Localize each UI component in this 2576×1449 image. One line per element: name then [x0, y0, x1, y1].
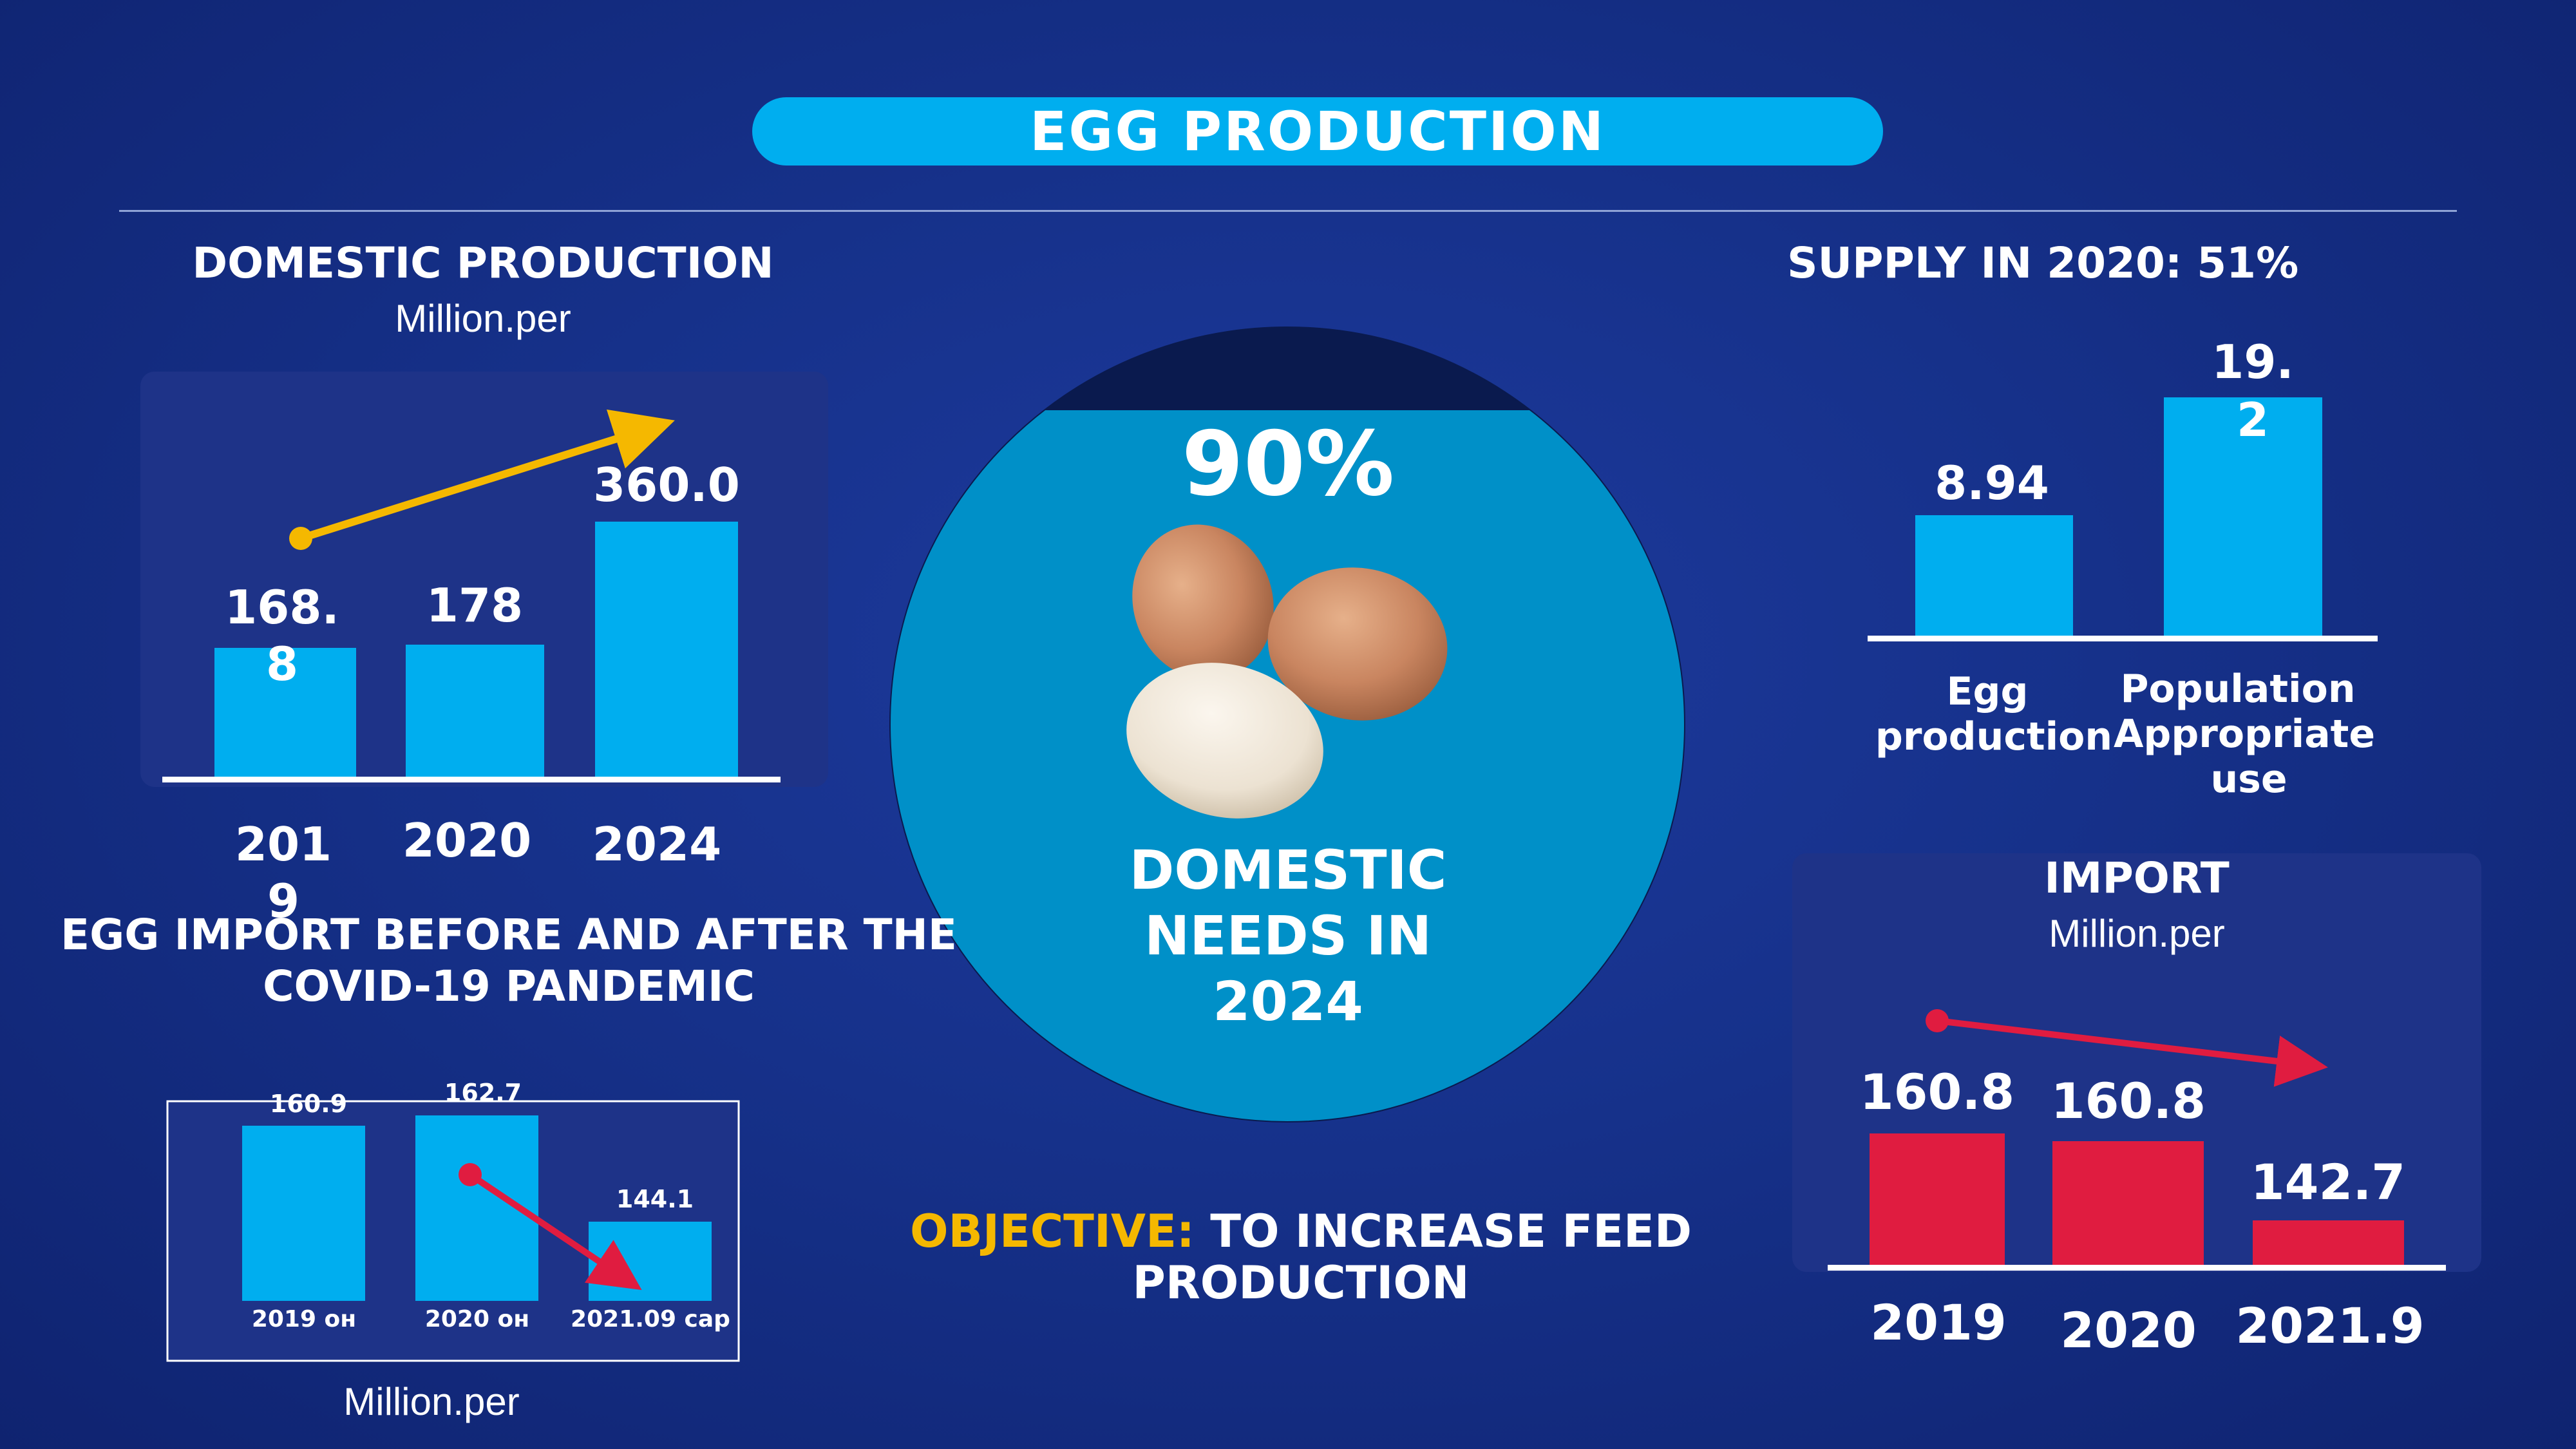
- bar-domestic-2020: [406, 645, 544, 778]
- import-covid-chart: 160.9 162.7 144.1 2019 он 2020 он 2021.0…: [166, 1079, 740, 1362]
- supply-value-label-appropriate-use-a: 19.: [2211, 335, 2294, 389]
- domestic-baseline: [162, 777, 781, 782]
- domestic-needs-percent: 90%: [1181, 412, 1395, 516]
- import-covid-tick-2020: 2020 он: [425, 1306, 529, 1332]
- supply-value-label-egg-production: 8.94: [1935, 456, 2049, 510]
- import-covid-heading-line-1: EGG IMPORT BEFORE AND AFTER THE: [61, 910, 957, 960]
- import-covid-value-2021: 144.1: [616, 1185, 694, 1213]
- import-covid-trend-start-dot: [459, 1163, 482, 1186]
- import-heading: IMPORT: [2044, 853, 2230, 903]
- supply-value-label-appropriate-use-b: 2: [2237, 393, 2269, 447]
- domestic-production-unit: Million.per: [395, 297, 571, 340]
- import-covid-tick-2021: 2021.09 сар: [571, 1306, 730, 1332]
- supply-tick-appropriate-use-b: Appropriate: [2114, 712, 2375, 757]
- import-covid-value-2019: 160.9: [270, 1090, 347, 1118]
- domestic-production-heading: DOMESTIC PRODUCTION: [192, 238, 774, 288]
- domestic-tick-2019-a: 201: [235, 817, 332, 871]
- import-unit: Million.per: [2049, 912, 2225, 955]
- supply-tick-egg-production-a: Egg: [1947, 669, 2029, 714]
- import-covid-value-2020: 162.7: [444, 1079, 522, 1107]
- objective-text: OBJECTIVE: TO INCREASE FEED PRODUCTION: [869, 1206, 1732, 1309]
- domestic-value-label-2024: 360.0: [593, 458, 740, 512]
- supply-chart: 8.94 19. 2 Egg production Population Approp…: [1868, 335, 2378, 802]
- domestic-value-label-2019-b: 8: [266, 637, 298, 691]
- domestic-needs-caption-line-1: DOMESTIC: [1129, 838, 1447, 902]
- domestic-needs-caption: DOMESTIC NEEDS IN 2024: [1063, 837, 1513, 1034]
- domestic-trend-start-dot: [289, 527, 312, 550]
- bar-import-covid-2019: [242, 1126, 365, 1301]
- bar-domestic-2019: [214, 648, 356, 778]
- domestic-tick-2019-b: 9: [267, 874, 299, 928]
- import-covid-unit: Million.per: [343, 1380, 520, 1423]
- domestic-value-label-2020: 178: [426, 578, 523, 632]
- supply-tick-appropriate-use-a: Population: [2120, 667, 2355, 712]
- domestic-needs-caption-line-2: NEEDS IN: [1144, 904, 1432, 967]
- domestic-needs-caption-line-3: 2024: [1213, 970, 1363, 1033]
- domestic-tick-2019: 201 9: [235, 817, 332, 928]
- supply-tick-egg-production: Egg production: [1875, 669, 2112, 759]
- bar-import-covid-2021: [589, 1222, 712, 1301]
- import-covid-trend-arrow: [468, 1171, 642, 1291]
- bar-supply-egg-production: [1915, 515, 2073, 639]
- domestic-tick-2020: 2020: [402, 813, 531, 867]
- title-divider: [119, 210, 2457, 212]
- bar-supply-appropriate-use: [2164, 397, 2322, 639]
- page-title: EGG PRODUCTION: [752, 97, 1883, 166]
- supply-tick-egg-production-b: production: [1875, 714, 2112, 759]
- import-covid-heading-line-2: COVID-19 PANDEMIC: [263, 961, 755, 1011]
- domestic-production-chart: 168. 8 178 360.0 201 9 2020 2024: [162, 409, 781, 928]
- import-covid-tick-2019: 2019 он: [252, 1306, 356, 1332]
- supply-value-label-appropriate-use: 19. 2: [2211, 335, 2294, 447]
- objective-text-line-1: TO INCREASE FEED: [1210, 1205, 1692, 1258]
- domestic-value-label-2019: 168. 8: [225, 580, 339, 691]
- domestic-needs-circle: [889, 327, 1685, 1122]
- bar-domestic-2024: [595, 522, 738, 778]
- supply-tick-appropriate-use: Population Appropriate use: [2114, 667, 2375, 802]
- supply-baseline: [1868, 636, 2378, 641]
- supply-heading: SUPPLY IN 2020: 51%: [1787, 238, 2299, 288]
- objective-label: OBJECTIVE:: [910, 1205, 1195, 1258]
- domestic-tick-2024: 2024: [592, 817, 721, 871]
- objective-text-line-2: PRODUCTION: [1132, 1256, 1470, 1309]
- eggs-image: [1126, 524, 1448, 819]
- supply-tick-appropriate-use-c: use: [2210, 757, 2287, 802]
- domestic-value-label-2019-a: 168.: [225, 580, 339, 634]
- domestic-trend-arrow: [299, 409, 675, 542]
- objective-line-1: OBJECTIVE: TO INCREASE FEED: [869, 1206, 1732, 1257]
- import-covid-heading: EGG IMPORT BEFORE AND AFTER THE COVID-19…: [39, 909, 979, 1012]
